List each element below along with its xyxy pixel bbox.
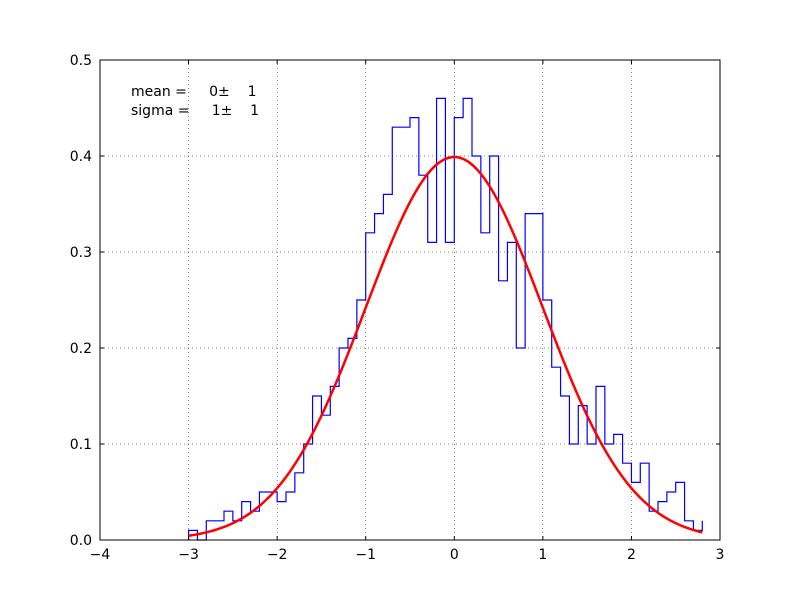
axis-ticks xyxy=(99,59,721,541)
y-tick-label: 0.5 xyxy=(70,53,92,69)
x-tick-label: 3 xyxy=(716,547,725,563)
y-tick-label: 0.0 xyxy=(70,533,92,549)
plot-frame xyxy=(99,59,721,541)
plot-background xyxy=(100,60,720,540)
y-tick-label: 0.2 xyxy=(70,341,92,357)
x-tick-label: −3 xyxy=(178,547,199,563)
gaussian-fit-series xyxy=(188,155,703,537)
x-tick-label: 0 xyxy=(450,547,459,563)
gaussian-fit-line xyxy=(188,155,703,537)
x-tick-label: 2 xyxy=(627,547,636,563)
x-tick-label: −2 xyxy=(267,547,288,563)
mean-annotation: mean = 0± 1 xyxy=(131,84,256,100)
histogram-outline xyxy=(187,97,703,541)
y-tick-label: 0.4 xyxy=(70,149,92,165)
x-tick-label: 1 xyxy=(538,547,547,563)
y-tick-labels: 0.0 0.1 0.2 0.3 0.4 0.5 xyxy=(70,53,92,549)
x-tick-label: −4 xyxy=(90,547,111,563)
x-tick-label: −1 xyxy=(355,547,376,563)
histogram-series xyxy=(187,97,703,541)
y-tick-label: 0.3 xyxy=(70,245,92,261)
sigma-annotation: sigma = 1± 1 xyxy=(131,103,259,119)
x-tick-labels: −4 −3 −2 −1 0 1 2 3 xyxy=(90,547,725,563)
y-tick-label: 0.1 xyxy=(70,437,92,453)
